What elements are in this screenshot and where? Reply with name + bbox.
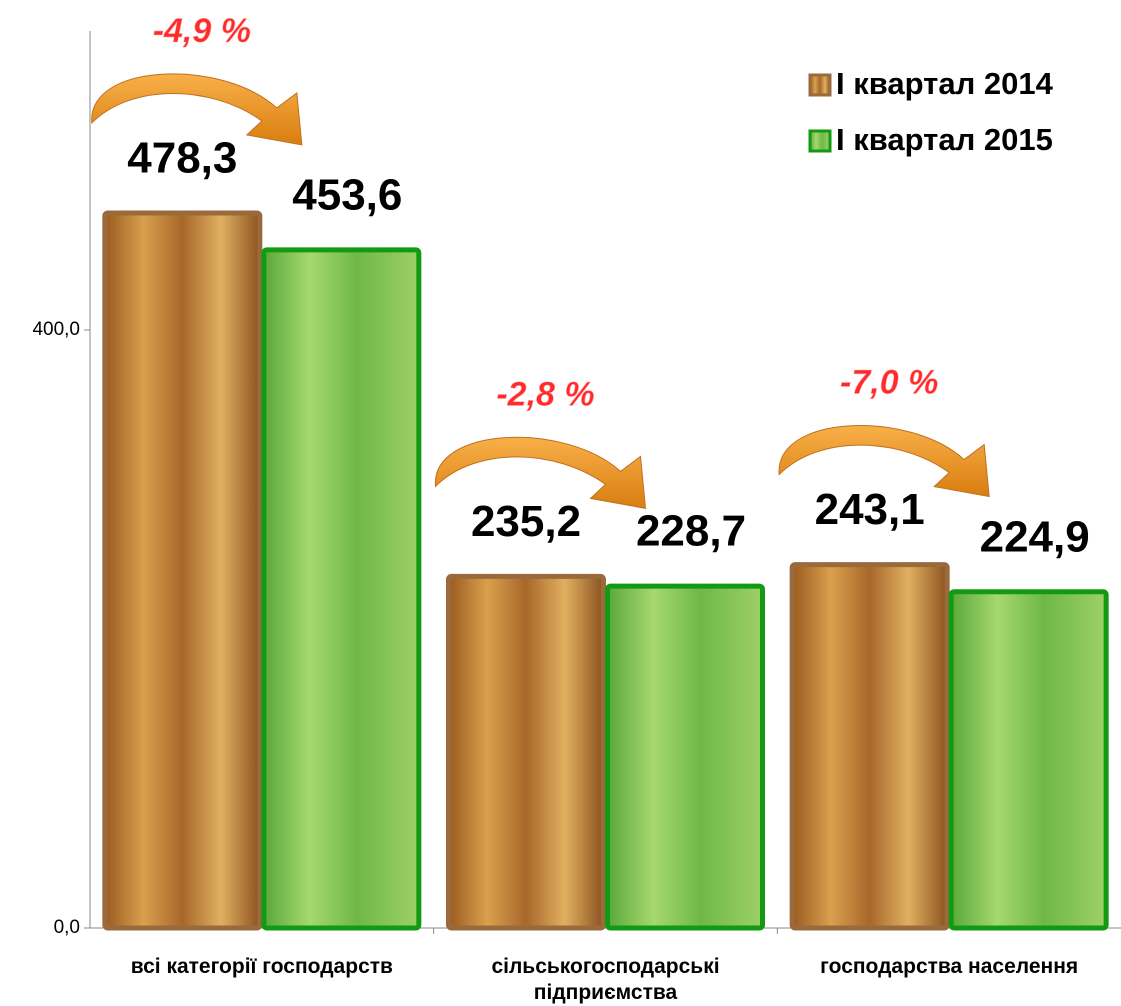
bar bbox=[105, 213, 260, 928]
legend-label: I квартал 2014 bbox=[836, 66, 1054, 101]
chart: 0,0 400,0 478,3 453,6 -4,9 % 235,2 228,7 -2,8 %… bbox=[0, 0, 1121, 1005]
legend-swatch bbox=[810, 75, 830, 95]
legend-label: I квартал 2015 bbox=[836, 122, 1053, 157]
x-tick-label: сільськогосподарські підприємства bbox=[436, 954, 776, 1006]
value-label: 453,6 bbox=[292, 170, 402, 219]
bar bbox=[449, 576, 604, 928]
bar bbox=[608, 586, 763, 928]
value-label: 235,2 bbox=[471, 497, 581, 546]
change-annotation: -7,0 % bbox=[840, 364, 938, 402]
value-label: 243,1 bbox=[815, 485, 925, 534]
legend-swatch bbox=[810, 131, 830, 151]
y-tick-label: 400,0 bbox=[32, 319, 80, 340]
change-annotation: -2,8 % bbox=[496, 375, 594, 413]
value-label: 224,9 bbox=[980, 512, 1090, 561]
value-label: 228,7 bbox=[636, 507, 746, 556]
bar bbox=[792, 565, 947, 928]
y-tick-label: 0,0 bbox=[54, 917, 80, 938]
page: {"chart_data": {"type": "bar", "categori… bbox=[0, 0, 1121, 1005]
x-tick-label: всі категорії господарств bbox=[92, 954, 432, 980]
bar bbox=[264, 250, 419, 928]
value-label: 478,3 bbox=[127, 134, 237, 183]
change-annotation: -4,9 % bbox=[153, 12, 251, 50]
x-tick-label: господарства населення bbox=[779, 954, 1119, 980]
bar bbox=[951, 592, 1106, 928]
